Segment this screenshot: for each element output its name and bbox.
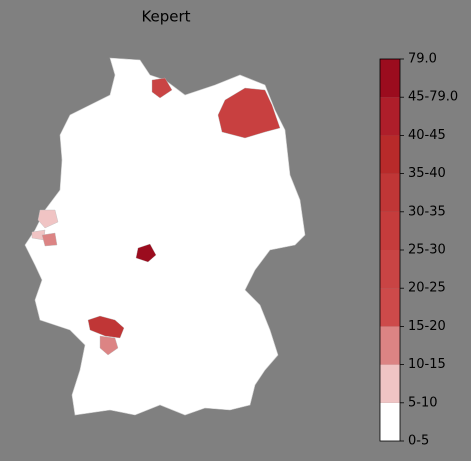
colorbar-segment bbox=[380, 135, 400, 174]
colorbar-segment bbox=[380, 97, 400, 136]
colorbar-label: 20-25 bbox=[408, 281, 446, 296]
colorbar-label: 15-20 bbox=[408, 319, 446, 334]
map-title: Kepert bbox=[141, 8, 190, 26]
colorbar-label: 25-30 bbox=[408, 243, 446, 258]
colorbar-label: 45-79.0 bbox=[408, 90, 458, 105]
colorbar-label: 10-15 bbox=[408, 357, 446, 372]
colorbar-segment bbox=[380, 211, 400, 250]
region bbox=[87, 315, 125, 339]
region bbox=[135, 243, 157, 263]
colorbar-segment bbox=[380, 250, 400, 289]
colorbar: 0-5 5-10 10-15 15-20 20-25 25-30 30-35 35-40 40-… bbox=[379, 52, 458, 449]
colorbar-segment bbox=[380, 288, 400, 327]
region bbox=[217, 87, 281, 139]
colorbar-segment bbox=[380, 364, 400, 403]
colorbar-label: 40-45 bbox=[408, 128, 446, 143]
colorbar-label: 5-10 bbox=[408, 395, 438, 410]
colorbar-segment bbox=[380, 59, 400, 98]
colorbar-label: 0-5 bbox=[408, 434, 429, 449]
region bbox=[99, 335, 119, 356]
region bbox=[37, 209, 59, 229]
colorbar-label: 35-40 bbox=[408, 166, 446, 181]
region bbox=[151, 77, 173, 99]
colorbar-label: 79.0 bbox=[408, 52, 437, 67]
colorbar-segment bbox=[380, 402, 400, 441]
colorbar-segment bbox=[380, 173, 400, 212]
region bbox=[41, 232, 58, 247]
colorbar-label: 30-35 bbox=[408, 204, 446, 219]
germany-map bbox=[24, 57, 306, 416]
colorbar-segment bbox=[380, 326, 400, 365]
